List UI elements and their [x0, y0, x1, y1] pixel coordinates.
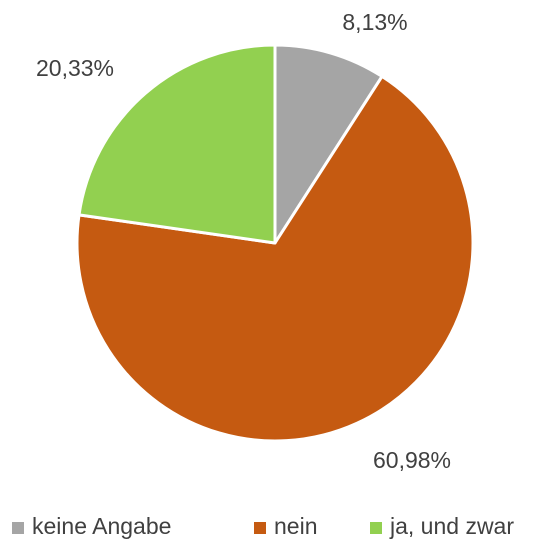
pie-slice: [77, 43, 277, 245]
pie-slice: [273, 43, 384, 245]
legend-swatch: [12, 522, 24, 534]
legend-label: ja, und zwar: [389, 513, 514, 539]
data-label: 8,13%: [342, 9, 407, 35]
data-label: 20,33%: [36, 55, 114, 81]
legend-label: nein: [274, 513, 317, 539]
legend-label: keine Angabe: [32, 513, 171, 539]
pie-slice: [75, 74, 475, 443]
data-label: 60,98%: [373, 447, 451, 473]
legend-swatch: [254, 522, 266, 534]
legend-swatch: [370, 522, 382, 534]
